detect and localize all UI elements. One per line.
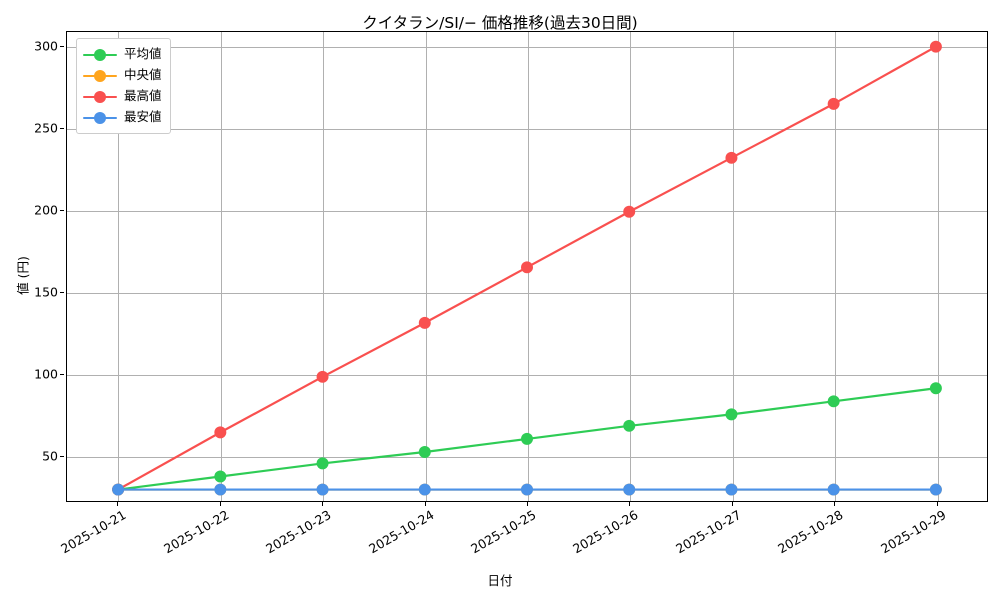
x-axis-tick-mark bbox=[936, 502, 938, 506]
gridline-vertical bbox=[937, 32, 939, 501]
x-axis-tick-mark bbox=[219, 502, 221, 506]
legend-label: 最安値 bbox=[124, 109, 162, 125]
x-axis-tick-mark bbox=[424, 502, 426, 506]
y-axis-tick-labels: 50 100 150 200 250 300 bbox=[0, 31, 58, 502]
x-axis-ticks bbox=[66, 502, 988, 508]
x-axis-tick-mark bbox=[834, 502, 836, 506]
gridline-vertical bbox=[732, 32, 734, 501]
x-axis-tick-mark bbox=[629, 502, 631, 506]
data-point-marker bbox=[316, 483, 329, 496]
x-axis-tick-label: 2025-10-21 bbox=[58, 507, 129, 557]
chart-legend: 平均値中央値最高値最安値 bbox=[76, 38, 171, 134]
y-axis-ticks bbox=[0, 31, 66, 502]
data-point-marker bbox=[623, 483, 636, 496]
plot-area bbox=[66, 31, 988, 502]
y-axis-tick-label: 100 bbox=[34, 366, 58, 382]
gridline-horizontal bbox=[67, 292, 987, 294]
legend-dot-icon bbox=[94, 48, 106, 61]
y-axis-tick-label: 300 bbox=[34, 38, 58, 54]
x-axis-tick-mark bbox=[731, 502, 733, 506]
y-axis-tick-mark bbox=[60, 456, 64, 458]
data-point-marker bbox=[214, 470, 227, 483]
data-point-marker bbox=[623, 419, 636, 432]
data-point-marker bbox=[521, 432, 533, 445]
x-axis-tick-label: 2025-10-22 bbox=[160, 507, 232, 557]
legend-swatch-icon bbox=[83, 69, 117, 83]
x-axis-tick-label: 2025-10-24 bbox=[365, 507, 437, 557]
y-axis-label: 値 (円) bbox=[15, 256, 31, 295]
data-point-marker bbox=[827, 483, 840, 496]
data-point-marker bbox=[623, 205, 636, 218]
x-axis-tick-labels: 2025-10-21 2025-10-22 2025-10-23 2025-10-24… bbox=[58, 507, 988, 567]
legend-dot-icon bbox=[94, 90, 106, 103]
data-point-marker bbox=[929, 483, 942, 496]
y-axis-tick-mark bbox=[60, 45, 64, 47]
legend-swatch-icon bbox=[83, 48, 117, 62]
data-point-marker bbox=[316, 457, 329, 470]
data-point-marker bbox=[214, 483, 227, 496]
data-point-marker bbox=[112, 483, 125, 496]
y-axis-tick-label: 200 bbox=[34, 202, 58, 218]
gridline-vertical bbox=[118, 32, 120, 501]
chart-title: クイタラン/SI/− 価格推移(過去30日間) bbox=[362, 14, 638, 32]
gridline-horizontal bbox=[67, 128, 987, 130]
y-axis-tick-mark bbox=[60, 374, 64, 376]
x-axis-tick-label: 2025-10-28 bbox=[775, 507, 846, 557]
x-axis-tick-label: 2025-10-23 bbox=[263, 507, 334, 557]
legend-item[interactable]: 最安値 bbox=[83, 107, 162, 128]
legend-item[interactable]: 平均値 bbox=[83, 44, 162, 65]
data-point-marker bbox=[418, 483, 431, 496]
y-axis-tick-label: 250 bbox=[34, 120, 58, 136]
gridline-horizontal bbox=[67, 457, 987, 458]
data-point-marker bbox=[725, 408, 738, 421]
gridline-horizontal bbox=[67, 46, 987, 48]
x-axis-label: 日付 bbox=[487, 573, 513, 588]
data-point-marker bbox=[725, 483, 738, 496]
series-layer bbox=[112, 40, 942, 496]
legend-dot-icon bbox=[94, 111, 106, 124]
y-axis-tick-mark bbox=[60, 209, 64, 211]
data-point-marker bbox=[418, 446, 431, 458]
data-point-marker bbox=[929, 382, 942, 395]
y-axis-tick-mark bbox=[60, 291, 64, 293]
legend-item[interactable]: 中央値 bbox=[83, 65, 162, 86]
x-axis-tick-label: 2025-10-26 bbox=[570, 507, 641, 557]
legend-label: 最高値 bbox=[124, 88, 162, 104]
legend-item[interactable]: 最高値 bbox=[83, 86, 162, 107]
legend-swatch-icon bbox=[83, 111, 117, 125]
data-point-marker bbox=[827, 395, 840, 408]
data-point-marker bbox=[521, 483, 533, 496]
data-point-marker bbox=[827, 97, 840, 110]
data-point-marker bbox=[418, 316, 431, 329]
data-point-marker bbox=[725, 151, 738, 164]
gridline-horizontal bbox=[67, 375, 987, 376]
data-point-marker bbox=[929, 40, 942, 53]
legend-label: 平均値 bbox=[124, 46, 162, 62]
data-point-marker bbox=[214, 426, 227, 439]
x-axis-tick-label: 2025-10-25 bbox=[468, 507, 539, 557]
legend-label: 中央値 bbox=[124, 67, 162, 83]
x-axis-tick-mark bbox=[527, 502, 529, 506]
data-point-marker bbox=[521, 261, 533, 274]
gridline-vertical bbox=[630, 32, 632, 501]
y-axis-tick-label: 150 bbox=[34, 284, 58, 300]
data-point-marker bbox=[316, 370, 329, 383]
y-axis-tick-mark bbox=[60, 127, 64, 129]
x-axis-tick-mark bbox=[117, 502, 119, 506]
gridline-vertical bbox=[220, 32, 222, 501]
x-axis-tick-label: 2025-10-29 bbox=[877, 507, 949, 557]
y-axis-tick-label: 50 bbox=[42, 448, 58, 464]
x-axis-tick-mark bbox=[322, 502, 324, 506]
legend-dot-icon bbox=[94, 69, 106, 82]
x-axis-tick-label: 2025-10-27 bbox=[672, 507, 744, 557]
gridline-vertical bbox=[835, 32, 837, 501]
legend-swatch-icon bbox=[83, 90, 117, 104]
gridline-vertical bbox=[323, 32, 325, 501]
gridline-horizontal bbox=[67, 210, 987, 212]
gridline-vertical bbox=[425, 32, 427, 501]
